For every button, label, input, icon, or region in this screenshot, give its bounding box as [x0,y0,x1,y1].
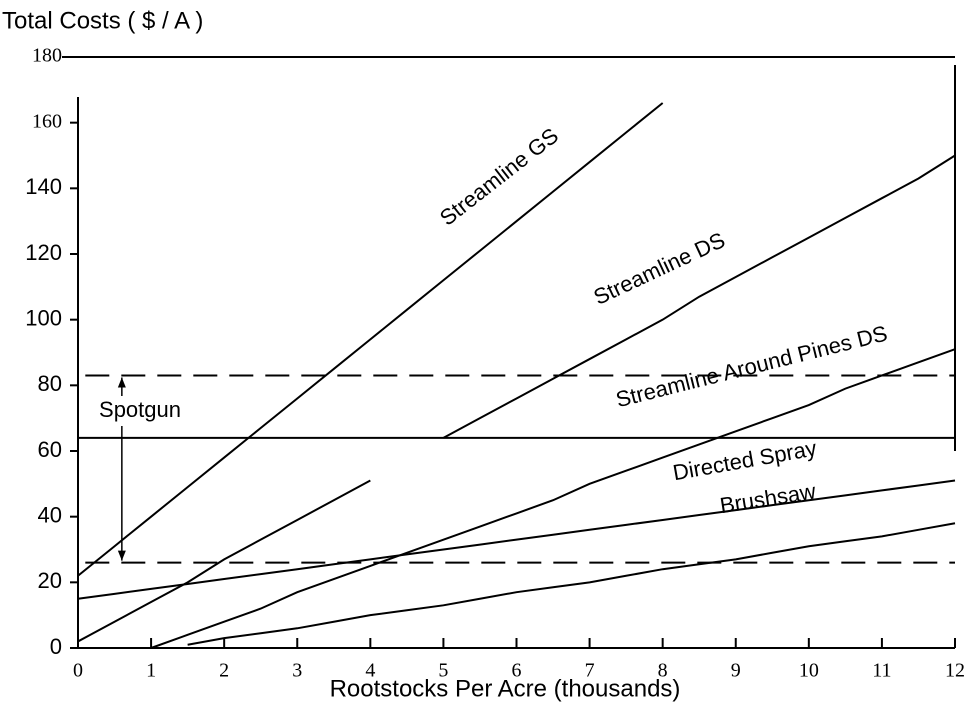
series-label: Spotgun [99,397,181,422]
y-tick-label: 60 [38,437,62,462]
series-label: Brushsaw [718,478,817,518]
x-tick-label: 1 [146,660,156,682]
series-line [77,479,956,600]
x-axis-label: Rootstocks Per Acre (thousands) [330,675,681,702]
x-tick-label: 10 [799,660,819,682]
series-line [77,154,956,643]
series-label: Streamline GS [435,123,563,231]
x-tick-label: 6 [512,660,522,682]
y-tick-label: 40 [38,502,62,527]
series-line [77,102,664,577]
x-tick-label: 9 [731,660,741,682]
arrow-head [117,377,126,388]
x-tick-label: 0 [73,660,83,682]
series-line [150,348,956,649]
arrow-head [117,550,126,561]
label-background [84,396,196,426]
y-tick-label: 80 [38,371,62,396]
x-tick-label: 4 [365,660,375,682]
series-label: Streamline DS [590,227,729,310]
x-tick-label: 3 [292,660,302,682]
x-tick-label: 5 [438,660,448,682]
y-tick-label: 120 [25,240,62,265]
chart-title: Total Costs ( $ / A ) [2,7,203,34]
series-label: Directed Spray [671,435,819,485]
y-tick-label: 20 [38,568,62,593]
x-tick-label: 11 [872,660,891,682]
x-tick-label: 8 [658,660,668,682]
series-label: Streamline Around Pines DS [613,321,890,413]
x-tick-label: 7 [585,660,595,682]
x-tick-label: 12 [945,660,965,682]
y-tick-label: 140 [25,174,62,199]
x-tick-label: 2 [219,660,229,682]
y-tick-label: 0 [50,634,62,659]
y-tick-label: 160 [32,110,62,132]
y-tick-label: 180 [32,45,62,67]
y-tick-label: 100 [25,305,62,330]
series-line [187,522,956,646]
